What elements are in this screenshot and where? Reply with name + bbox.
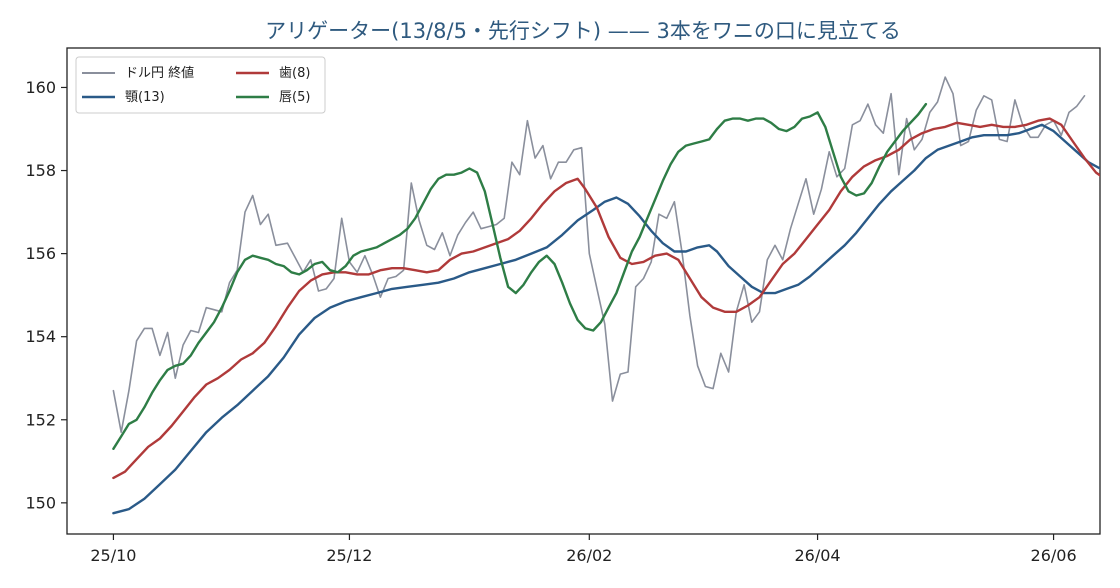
x-tick-label: 26/04 (795, 546, 841, 565)
legend-label-jaw: 顎(13) (125, 90, 165, 105)
chart-title: アリゲーター(13/8/5・先行シフト) —— 3本をワニの口に見立てる (265, 19, 901, 43)
x-tick-label: 26/02 (566, 546, 612, 565)
y-tick-label: 158 (25, 161, 56, 180)
legend-box (75, 56, 326, 114)
x-tick-label: 26/06 (1031, 546, 1077, 565)
legend-item-close: ドル円 終値 (82, 65, 194, 81)
x-tick-label: 25/10 (90, 546, 136, 565)
y-tick-label: 150 (25, 493, 56, 512)
plot-area-frame (66, 47, 1101, 535)
x-axis: 25/10 25/12 26/02 26/04 26/06 (90, 534, 1077, 565)
series-line-close (112, 76, 1086, 433)
y-axis: 150 152 154 156 158 160 (25, 78, 67, 512)
legend-item-jaw: 顎(13) (82, 90, 165, 105)
legend-label-close: ドル円 終値 (125, 65, 194, 81)
y-tick-label: 152 (25, 410, 56, 429)
series-line-jaw (112, 123, 1100, 515)
series-line-teeth (112, 117, 1100, 480)
y-tick-label: 160 (25, 78, 56, 97)
series-layer (112, 76, 1100, 515)
legend-label-lips: 唇(5) (279, 90, 310, 105)
legend-item-lips: 唇(5) (236, 90, 310, 105)
legend-item-teeth: 歯(8) (236, 66, 310, 81)
legend-label-teeth: 歯(8) (279, 66, 310, 81)
y-tick-label: 154 (25, 327, 56, 346)
x-tick-label: 25/12 (326, 546, 372, 565)
series-line-lips (112, 102, 928, 450)
y-tick-label: 156 (25, 244, 56, 263)
legend: ドル円 終値 顎(13) 歯(8) 唇(5) (75, 56, 326, 114)
